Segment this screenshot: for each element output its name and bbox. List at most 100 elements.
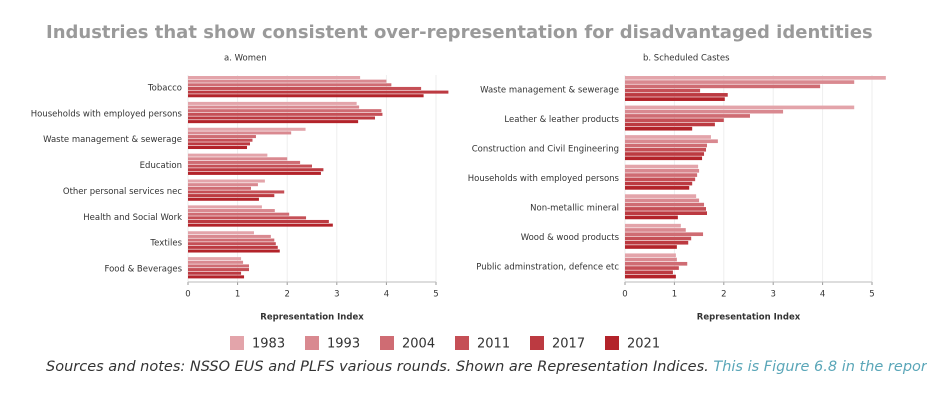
bar (625, 228, 686, 232)
bar (625, 126, 693, 131)
bar (188, 249, 280, 253)
bar (188, 120, 359, 124)
bar (625, 139, 718, 144)
bar (188, 209, 275, 213)
x-tick-label: 2 (721, 290, 726, 300)
bar (625, 207, 707, 211)
bar (625, 109, 784, 114)
bar (188, 179, 265, 183)
legend-label: 2004 (402, 337, 435, 352)
bar (625, 156, 703, 161)
bar (188, 94, 424, 98)
category-label: Tobacco (147, 83, 182, 93)
bar (625, 118, 724, 123)
bar (625, 147, 707, 152)
category-label: Education (140, 161, 182, 171)
bar (625, 270, 673, 275)
legend-swatch (230, 336, 244, 350)
bar (625, 198, 700, 203)
x-tick-label: 1 (672, 290, 677, 300)
category-label: Textiles (149, 239, 182, 249)
bar (188, 268, 250, 272)
x-tick-label: 3 (770, 290, 775, 300)
legend-label: 2017 (552, 337, 585, 352)
x-tick-label: 0 (622, 290, 627, 300)
x-tick-label: 3 (334, 290, 339, 300)
category-label: Households with employed persons (468, 174, 620, 184)
bar (625, 152, 705, 156)
bar (188, 79, 387, 83)
bar (188, 138, 253, 142)
bar (188, 116, 375, 120)
bar (188, 219, 329, 224)
legend-swatch (380, 336, 394, 350)
bar (188, 142, 250, 146)
bar (625, 181, 693, 186)
bar (188, 194, 275, 198)
bar (625, 114, 750, 118)
bar (188, 101, 357, 105)
panel-subtitle: a. Women (224, 54, 267, 64)
category-label: Non-metallic mineral (530, 204, 619, 214)
bar (188, 76, 361, 80)
bar (625, 76, 886, 80)
bar (625, 93, 728, 97)
bar (188, 157, 288, 161)
x-tick-label: 4 (820, 290, 825, 300)
bar (625, 168, 700, 173)
bar (625, 274, 676, 279)
x-axis-label: Representation Index (260, 313, 364, 323)
bar (188, 164, 312, 168)
bar (188, 183, 258, 187)
bar (188, 109, 382, 113)
bar (188, 275, 245, 279)
x-tick-label: 5 (433, 290, 438, 300)
bar (188, 245, 278, 249)
category-label: Households with employed persons (31, 109, 183, 119)
bar (625, 135, 711, 139)
legend-swatch (455, 336, 469, 350)
bar (188, 160, 301, 164)
bar (625, 122, 715, 127)
bar (188, 186, 251, 190)
bar (625, 215, 678, 220)
category-label: Waste management & sewerage (480, 85, 619, 95)
notes: Sources and notes: NSSO EUS and PLFS var… (46, 359, 927, 375)
figure-title: Industries that show consistent over-rep… (46, 22, 873, 43)
panel-subtitle: b. Scheduled Castes (643, 54, 730, 64)
category-label: Food & Beverages (105, 265, 183, 275)
bar (188, 127, 306, 131)
bar (188, 135, 256, 139)
bar (188, 190, 285, 194)
bar (625, 143, 708, 148)
category-label: Waste management & sewerage (43, 135, 182, 145)
bar (625, 105, 855, 110)
bar (188, 260, 244, 264)
bar (188, 238, 275, 242)
legend-swatch (605, 336, 619, 350)
bar (625, 164, 699, 169)
bar (188, 105, 360, 109)
bar (625, 240, 689, 245)
bar (625, 236, 692, 241)
category-label: Wood & wood products (521, 233, 620, 243)
x-tick-label: 1 (235, 290, 240, 300)
category-label: Construction and Civil Engineering (472, 144, 619, 154)
bar (625, 261, 688, 266)
bar (188, 231, 254, 235)
bar (625, 88, 701, 93)
bar (188, 86, 422, 90)
bar (625, 97, 725, 101)
bar (625, 253, 676, 258)
category-label: Public adminstration, defence etc (476, 263, 619, 273)
notes-link[interactable]: This is Figure 6.8 in the report. (713, 359, 927, 375)
bar (188, 271, 242, 275)
bar (188, 216, 307, 220)
bar (188, 197, 259, 201)
bar (625, 257, 677, 262)
bar (625, 202, 705, 207)
bar (625, 177, 696, 182)
x-tick-label: 5 (869, 290, 874, 300)
category-label: Other personal services nec (63, 187, 182, 197)
